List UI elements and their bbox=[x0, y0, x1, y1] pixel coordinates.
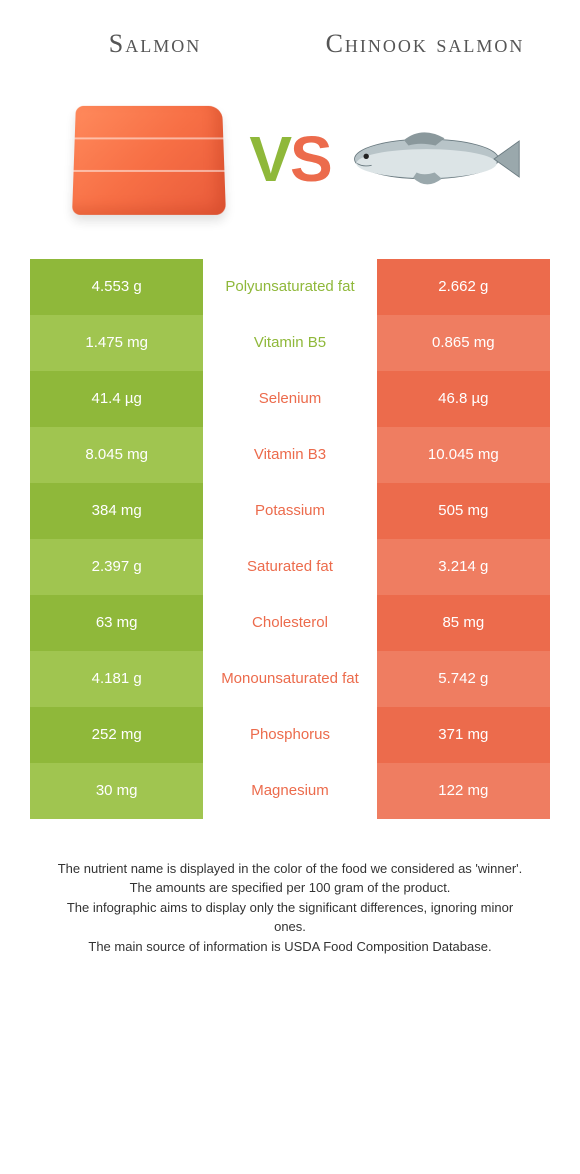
titles-row: Salmon Chinook salmon bbox=[0, 0, 580, 69]
chinook-fish-icon bbox=[341, 114, 521, 204]
footnote: The nutrient name is displayed in the co… bbox=[0, 819, 580, 957]
right-value: 10.045 mg bbox=[377, 427, 550, 483]
left-value: 63 mg bbox=[30, 595, 203, 651]
left-value: 1.475 mg bbox=[30, 315, 203, 371]
right-value: 5.742 g bbox=[377, 651, 550, 707]
table-row: 63 mgCholesterol85 mg bbox=[30, 595, 550, 651]
nutrient-table: 4.553 gPolyunsaturated fat2.662 g1.475 m… bbox=[30, 259, 550, 819]
table-row: 41.4 µgSelenium46.8 µg bbox=[30, 371, 550, 427]
vs-v: V bbox=[249, 123, 290, 195]
vs-label: VS bbox=[249, 122, 330, 196]
right-value: 85 mg bbox=[377, 595, 550, 651]
left-value: 41.4 µg bbox=[30, 371, 203, 427]
footnote-line: The nutrient name is displayed in the co… bbox=[50, 859, 530, 879]
left-title: Salmon bbox=[20, 30, 290, 59]
right-value: 46.8 µg bbox=[377, 371, 550, 427]
nutrient-label: Monounsaturated fat bbox=[203, 651, 376, 707]
right-value: 371 mg bbox=[377, 707, 550, 763]
right-value: 122 mg bbox=[377, 763, 550, 819]
nutrient-label: Magnesium bbox=[203, 763, 376, 819]
vs-s: S bbox=[290, 123, 331, 195]
right-value: 0.865 mg bbox=[377, 315, 550, 371]
left-value: 8.045 mg bbox=[30, 427, 203, 483]
footnote-line: The main source of information is USDA F… bbox=[50, 937, 530, 957]
table-row: 1.475 mgVitamin B50.865 mg bbox=[30, 315, 550, 371]
table-row: 8.045 mgVitamin B310.045 mg bbox=[30, 427, 550, 483]
table-row: 252 mgPhosphorus371 mg bbox=[30, 707, 550, 763]
table-row: 4.181 gMonounsaturated fat5.742 g bbox=[30, 651, 550, 707]
left-value: 384 mg bbox=[30, 483, 203, 539]
table-row: 2.397 gSaturated fat3.214 g bbox=[30, 539, 550, 595]
right-value: 2.662 g bbox=[377, 259, 550, 315]
footnote-line: The infographic aims to display only the… bbox=[50, 898, 530, 937]
right-food-image bbox=[341, 89, 521, 229]
right-title: Chinook salmon bbox=[290, 30, 560, 59]
left-value: 30 mg bbox=[30, 763, 203, 819]
right-value: 505 mg bbox=[377, 483, 550, 539]
table-row: 4.553 gPolyunsaturated fat2.662 g bbox=[30, 259, 550, 315]
table-row: 30 mgMagnesium122 mg bbox=[30, 763, 550, 819]
nutrient-label: Vitamin B5 bbox=[203, 315, 376, 371]
right-value: 3.214 g bbox=[377, 539, 550, 595]
nutrient-label: Vitamin B3 bbox=[203, 427, 376, 483]
left-value: 4.181 g bbox=[30, 651, 203, 707]
images-row: VS bbox=[0, 69, 580, 259]
nutrient-label: Saturated fat bbox=[203, 539, 376, 595]
nutrient-label: Potassium bbox=[203, 483, 376, 539]
nutrient-label: Cholesterol bbox=[203, 595, 376, 651]
table-row: 384 mgPotassium505 mg bbox=[30, 483, 550, 539]
left-value: 4.553 g bbox=[30, 259, 203, 315]
left-food-image bbox=[59, 89, 239, 229]
footnote-line: The amounts are specified per 100 gram o… bbox=[50, 878, 530, 898]
left-value: 2.397 g bbox=[30, 539, 203, 595]
nutrient-label: Phosphorus bbox=[203, 707, 376, 763]
nutrient-label: Selenium bbox=[203, 371, 376, 427]
left-value: 252 mg bbox=[30, 707, 203, 763]
nutrient-label: Polyunsaturated fat bbox=[203, 259, 376, 315]
salmon-fillet-icon bbox=[72, 105, 226, 214]
